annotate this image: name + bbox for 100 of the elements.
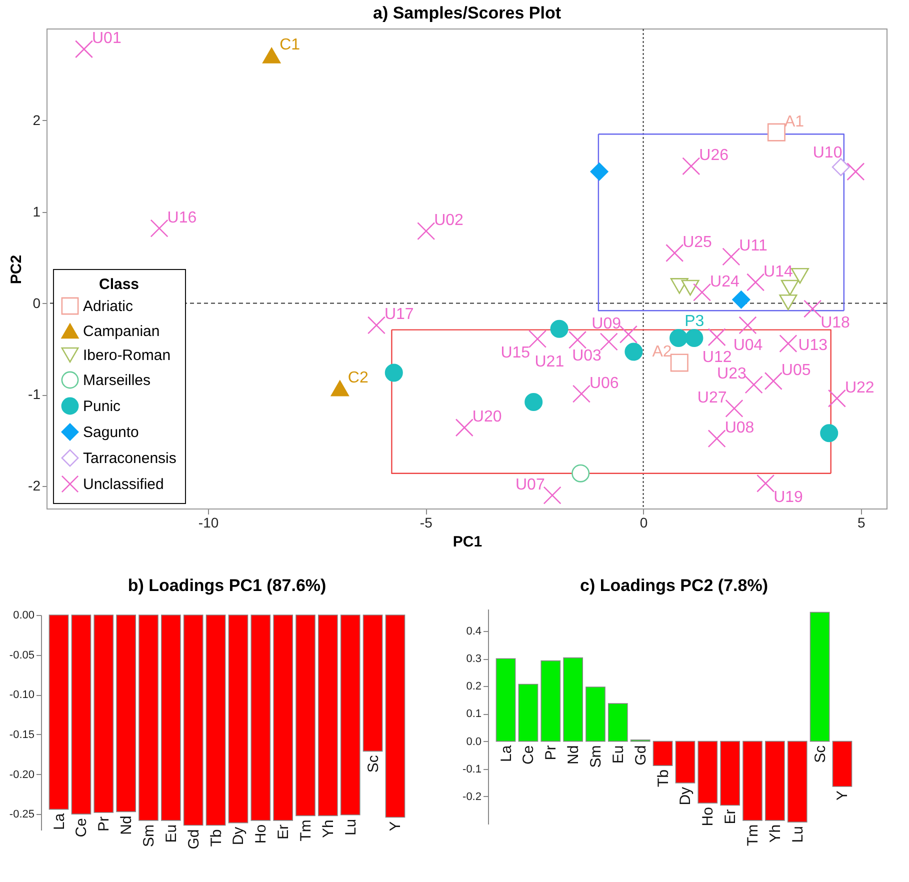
y-tick-label: 0.2 bbox=[466, 680, 482, 693]
legend-label: Unclassified bbox=[83, 476, 164, 493]
x-tick-label: -10 bbox=[198, 514, 219, 530]
x-tick-label: Nd bbox=[118, 816, 136, 835]
x-tick-label: Dy bbox=[230, 826, 248, 846]
annotation: U01 bbox=[92, 30, 122, 48]
annotation: U19 bbox=[774, 489, 804, 506]
annotation: U02 bbox=[434, 212, 464, 230]
annotation: U16 bbox=[167, 209, 197, 226]
y-tick-label: -0.10 bbox=[9, 689, 34, 702]
x-tick-label: Gd bbox=[632, 745, 650, 766]
y-tick-label: 2 bbox=[32, 112, 41, 128]
annotation: U22 bbox=[844, 379, 874, 396]
y-tick-label: -0.25 bbox=[9, 808, 34, 821]
x-tick-label: Er bbox=[275, 824, 292, 840]
annotation: A2 bbox=[652, 344, 672, 361]
annotation: U14 bbox=[764, 263, 794, 280]
annotation: U05 bbox=[781, 362, 811, 379]
legend-label: Ibero-Roman bbox=[83, 347, 171, 364]
x-tick-label: Ho bbox=[252, 824, 270, 844]
x-tick-label: La bbox=[498, 744, 515, 762]
annotation: U23 bbox=[717, 366, 746, 383]
y-tick-label: 0.3 bbox=[466, 653, 482, 666]
x-tick-label: Gd bbox=[185, 829, 202, 850]
annotation: P3 bbox=[684, 313, 704, 330]
annotation: C2 bbox=[348, 369, 368, 386]
y-tick-label: 1 bbox=[32, 203, 41, 220]
annotation: U20 bbox=[472, 408, 502, 426]
chart-title: b) Loadings PC1 (87.6%) bbox=[128, 576, 326, 595]
x-tick-label: Dy bbox=[677, 786, 694, 806]
annotation: A1 bbox=[784, 113, 804, 130]
chart-title: c) Loadings PC2 (7.8%) bbox=[580, 576, 768, 595]
legend-label: Tarraconensis bbox=[83, 450, 176, 467]
x-tick-label: 0 bbox=[640, 514, 648, 530]
y-tick-label: 0.1 bbox=[466, 708, 482, 720]
x-tick-label: Pr bbox=[96, 816, 113, 832]
annotation: U21 bbox=[534, 354, 564, 371]
x-tick-label: Nd bbox=[565, 745, 582, 764]
y-tick-label: -1 bbox=[28, 386, 41, 402]
y-tick-label: -2 bbox=[28, 478, 41, 494]
x-tick-label: Tm bbox=[298, 820, 315, 842]
annotation: U24 bbox=[710, 273, 740, 290]
x-tick-label: Yh bbox=[766, 824, 784, 843]
y-tick-label: -0.1 bbox=[462, 763, 482, 776]
y-tick-label: -0.05 bbox=[9, 649, 34, 662]
y-tick-label: 0.4 bbox=[466, 626, 482, 638]
x-tick-label: Sm bbox=[140, 824, 158, 847]
legend-title: Class bbox=[98, 276, 140, 293]
legend-label: Marseilles bbox=[83, 372, 151, 389]
legend-label: Campanian bbox=[83, 323, 160, 340]
annotation: U13 bbox=[798, 336, 828, 354]
legend-label: Adriatic bbox=[83, 298, 134, 315]
legend-label: Sagunto bbox=[83, 424, 139, 441]
y-tick-label: 0.00 bbox=[13, 610, 34, 622]
y-tick-label: -0.2 bbox=[462, 790, 482, 803]
x-tick-label: Sc bbox=[812, 744, 829, 763]
x-tick-label: Ho bbox=[700, 807, 717, 826]
x-tick-label: Tb bbox=[654, 770, 672, 788]
annotation: U08 bbox=[724, 420, 754, 437]
annotation: U17 bbox=[384, 306, 414, 324]
x-tick-label: Lu bbox=[789, 826, 806, 843]
x-tick-label: Y bbox=[387, 821, 404, 832]
x-tick-label: Ce bbox=[73, 818, 90, 838]
annotation: U26 bbox=[699, 147, 729, 164]
annotation: U15 bbox=[500, 344, 530, 362]
y-tick-label: -0.15 bbox=[9, 728, 34, 741]
x-tick-label: La bbox=[50, 812, 68, 830]
x-tick-label: Pr bbox=[542, 745, 560, 760]
x-tick-label: Tm bbox=[744, 824, 762, 846]
y-tick-label: 0 bbox=[32, 294, 41, 311]
x-tick-label: -5 bbox=[420, 514, 433, 530]
x-tick-label: 5 bbox=[857, 514, 866, 530]
x-tick-label: Lu bbox=[342, 818, 360, 836]
x-tick-label: Sm bbox=[587, 745, 604, 768]
annotation: U12 bbox=[702, 348, 732, 366]
legend-label: Punic bbox=[83, 398, 122, 415]
y-axis-title: PC2 bbox=[8, 254, 26, 284]
annotation: U04 bbox=[733, 337, 763, 354]
chart-title: a) Samples/Scores Plot bbox=[372, 4, 562, 22]
y-tick-label: -0.20 bbox=[9, 768, 34, 781]
annotation: U09 bbox=[592, 315, 622, 332]
x-axis-title: PC1 bbox=[452, 534, 482, 550]
x-tick-label: Y bbox=[834, 790, 852, 801]
x-tick-label: Sc bbox=[364, 754, 382, 773]
annotation: U10 bbox=[812, 144, 842, 162]
x-tick-label: Eu bbox=[610, 745, 627, 764]
y-tick-label: 0.0 bbox=[466, 736, 482, 748]
x-tick-label: Ce bbox=[520, 745, 538, 764]
x-tick-label: Er bbox=[722, 809, 740, 824]
annotation: U25 bbox=[682, 234, 712, 251]
annotation: C1 bbox=[280, 36, 300, 54]
annotation: U18 bbox=[820, 314, 850, 332]
annotation: U11 bbox=[739, 238, 768, 255]
annotation: U06 bbox=[589, 374, 619, 392]
annotation: U27 bbox=[697, 389, 727, 406]
annotation: U03 bbox=[572, 347, 602, 364]
x-tick-label: Yh bbox=[320, 820, 337, 838]
x-tick-label: Eu bbox=[162, 824, 180, 843]
annotation: U07 bbox=[516, 476, 545, 494]
x-tick-label: Tb bbox=[208, 829, 225, 847]
